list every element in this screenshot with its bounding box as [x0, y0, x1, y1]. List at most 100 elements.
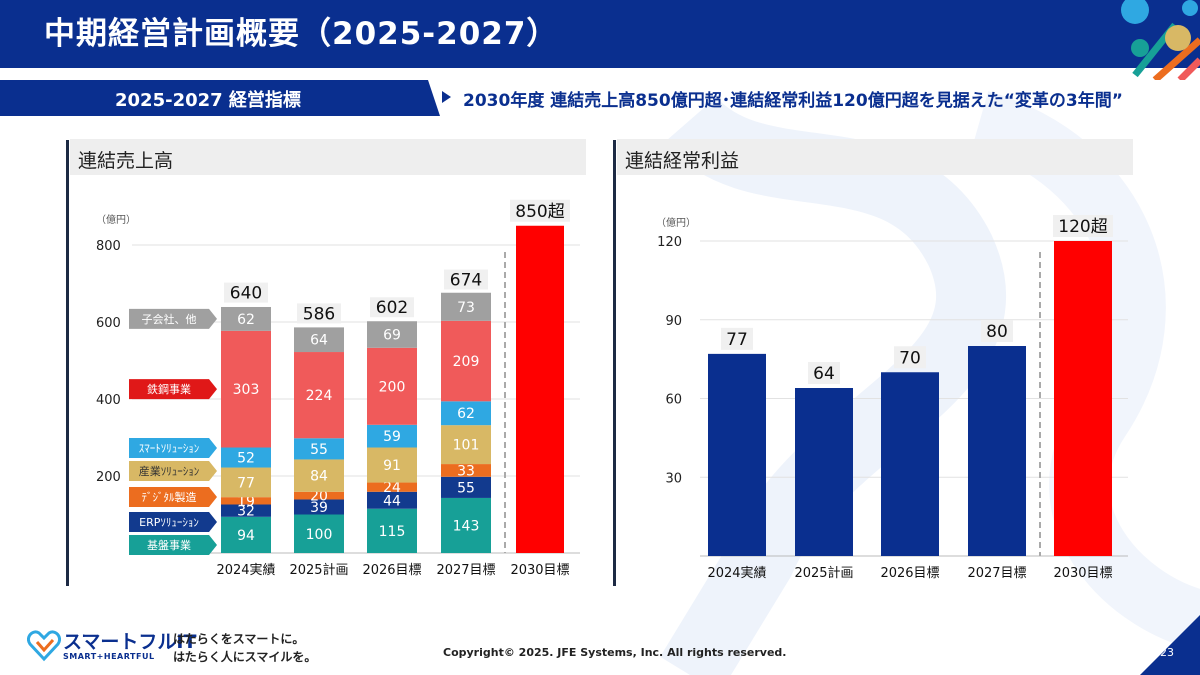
- profit-chart-title: 連結経常利益: [625, 150, 740, 172]
- sales-legend-tag: [129, 438, 217, 458]
- footer-logo-sub: SMART+HEARTFUL: [63, 652, 155, 661]
- right-panel-title-bg: [617, 139, 1133, 175]
- sales-total-label: 586: [303, 304, 335, 324]
- sales-bar-segment: [367, 347, 417, 425]
- sales-bar-segment: [367, 491, 417, 509]
- sales-segment-label: 143: [453, 518, 480, 534]
- triangle-bullet-icon: [442, 91, 451, 103]
- sales-segment-label: 84: [310, 469, 328, 485]
- sales-segment-label: 115: [379, 524, 406, 540]
- sales-legend-tag: [129, 487, 217, 507]
- sales-bar-segment: [441, 497, 491, 553]
- page-number: 23: [1160, 646, 1174, 659]
- sales-bar-segment: [441, 464, 491, 477]
- sales-total-label-bg: [297, 303, 341, 324]
- page-title: 中期経営計画概要（2025-2027）: [44, 16, 559, 52]
- sales-bar-segment: [221, 516, 271, 553]
- profit-bar: [881, 372, 939, 556]
- sales-bar-segment: [441, 292, 491, 321]
- sales-legend-label: ｽﾏｰﾄｿﾘｭｰｼｮﾝ: [139, 442, 200, 455]
- sales-x-tick: 2025計画: [289, 562, 348, 578]
- profit-y-tick: 90: [665, 314, 682, 329]
- sales-segment-label: 62: [237, 312, 255, 328]
- profit-value-label-bg: [981, 320, 1013, 342]
- sales-bar-segment: [221, 330, 271, 448]
- sales-segment-label: 39: [310, 500, 328, 516]
- sales-segment-label: 20: [310, 489, 328, 505]
- sales-legend-label: ﾃﾞｼﾞﾀﾙ製造: [142, 490, 197, 504]
- sales-bar-segment: [221, 504, 271, 517]
- sales-legend-label: 基盤事業: [147, 539, 191, 552]
- profit-y-tick: 30: [665, 471, 682, 486]
- profit-value-label: 70: [899, 348, 921, 368]
- sales-bar-segment: [294, 499, 344, 515]
- sales-x-tick: 2030目標: [510, 563, 569, 578]
- sales-legend-tag: [129, 308, 217, 329]
- sales-bar-segment: [294, 459, 344, 492]
- sales-bar-segment: [367, 321, 417, 348]
- sales-bar-segment: [367, 424, 417, 448]
- sales-bar-segment: [294, 491, 344, 500]
- sales-segment-label: 19: [237, 494, 255, 510]
- sales-bar-segment: [221, 447, 271, 468]
- sales-segment-label: 200: [379, 379, 406, 395]
- sales-target-bar: [516, 225, 564, 553]
- sales-total-label: 602: [376, 298, 408, 318]
- sales-segment-label: 77: [237, 475, 255, 491]
- header-bar: [0, 0, 1200, 68]
- sales-unit-label: （億円）: [96, 213, 136, 226]
- footer-slogan-line1: はたらくをスマートに。: [173, 632, 305, 646]
- page-number-badge: [1140, 615, 1200, 675]
- sales-total-label-bg: [370, 297, 414, 318]
- sales-y-tick: 200: [96, 470, 121, 485]
- copyright: Copyright© 2025. JFE Systems, Inc. All r…: [443, 646, 787, 659]
- profit-unit-label: （億円）: [656, 216, 696, 229]
- profit-value-label-bg: [1053, 215, 1113, 237]
- sales-bar-segment: [441, 320, 491, 402]
- profit-value-label-bg: [721, 327, 753, 350]
- sales-bar-segment: [221, 306, 271, 331]
- sales-y-tick: 400: [96, 393, 121, 408]
- heart-logo-icon: [27, 630, 61, 662]
- sales-legend-tag: [129, 379, 217, 400]
- sales-segment-label: 73: [457, 300, 475, 316]
- sales-total-label-bg: [444, 269, 488, 290]
- sales-bar-segment: [294, 327, 344, 353]
- subheader-label: 2025-2027 経営指標: [115, 90, 301, 111]
- sales-total-label: 674: [450, 271, 482, 291]
- sales-legend-tag: [129, 535, 217, 555]
- sales-segment-label: 101: [453, 438, 480, 454]
- sales-segment-label: 24: [383, 480, 401, 496]
- sales-segment-label: 55: [310, 442, 328, 458]
- sales-target-label-bg: [510, 199, 570, 222]
- profit-y-tick: 60: [665, 393, 682, 408]
- sales-segment-label: 55: [457, 480, 475, 496]
- sales-bar-segment: [441, 476, 491, 498]
- profit-value-label: 80: [986, 322, 1008, 342]
- profit-x-tick: 2026目標: [880, 566, 939, 581]
- sales-segment-label: 209: [453, 354, 480, 370]
- sales-bar-segment: [441, 425, 491, 465]
- sales-x-tick: 2027目標: [436, 563, 495, 578]
- sales-bar-segment: [221, 467, 271, 498]
- sales-segment-label: 64: [310, 333, 328, 349]
- profit-value-label: 77: [726, 330, 748, 350]
- sales-bar-segment: [367, 508, 417, 553]
- sales-legend-label: ERPｿﾘｭｰｼｮﾝ: [139, 516, 199, 529]
- sales-segment-label: 100: [306, 527, 333, 543]
- sales-segment-label: 32: [237, 504, 255, 520]
- sales-legend-label: 鉄鋼事業: [147, 382, 191, 396]
- profit-bar: [968, 346, 1026, 556]
- sales-target-label: 850超: [515, 202, 564, 222]
- corner-decoration-icon: [1121, 0, 1200, 80]
- sales-segment-label: 33: [457, 463, 475, 479]
- profit-target-bar: [1054, 241, 1112, 556]
- sales-chart-title: 連結売上高: [78, 150, 174, 172]
- sales-y-tick: 800: [96, 239, 121, 254]
- sales-bar-segment: [221, 497, 271, 505]
- sales-segment-label: 69: [383, 328, 401, 344]
- subheader-message: 2030年度 連結売上高850億円超･連結経常利益120億円超を見据えた“変革の…: [463, 91, 1123, 111]
- right-panel-border: [613, 140, 616, 586]
